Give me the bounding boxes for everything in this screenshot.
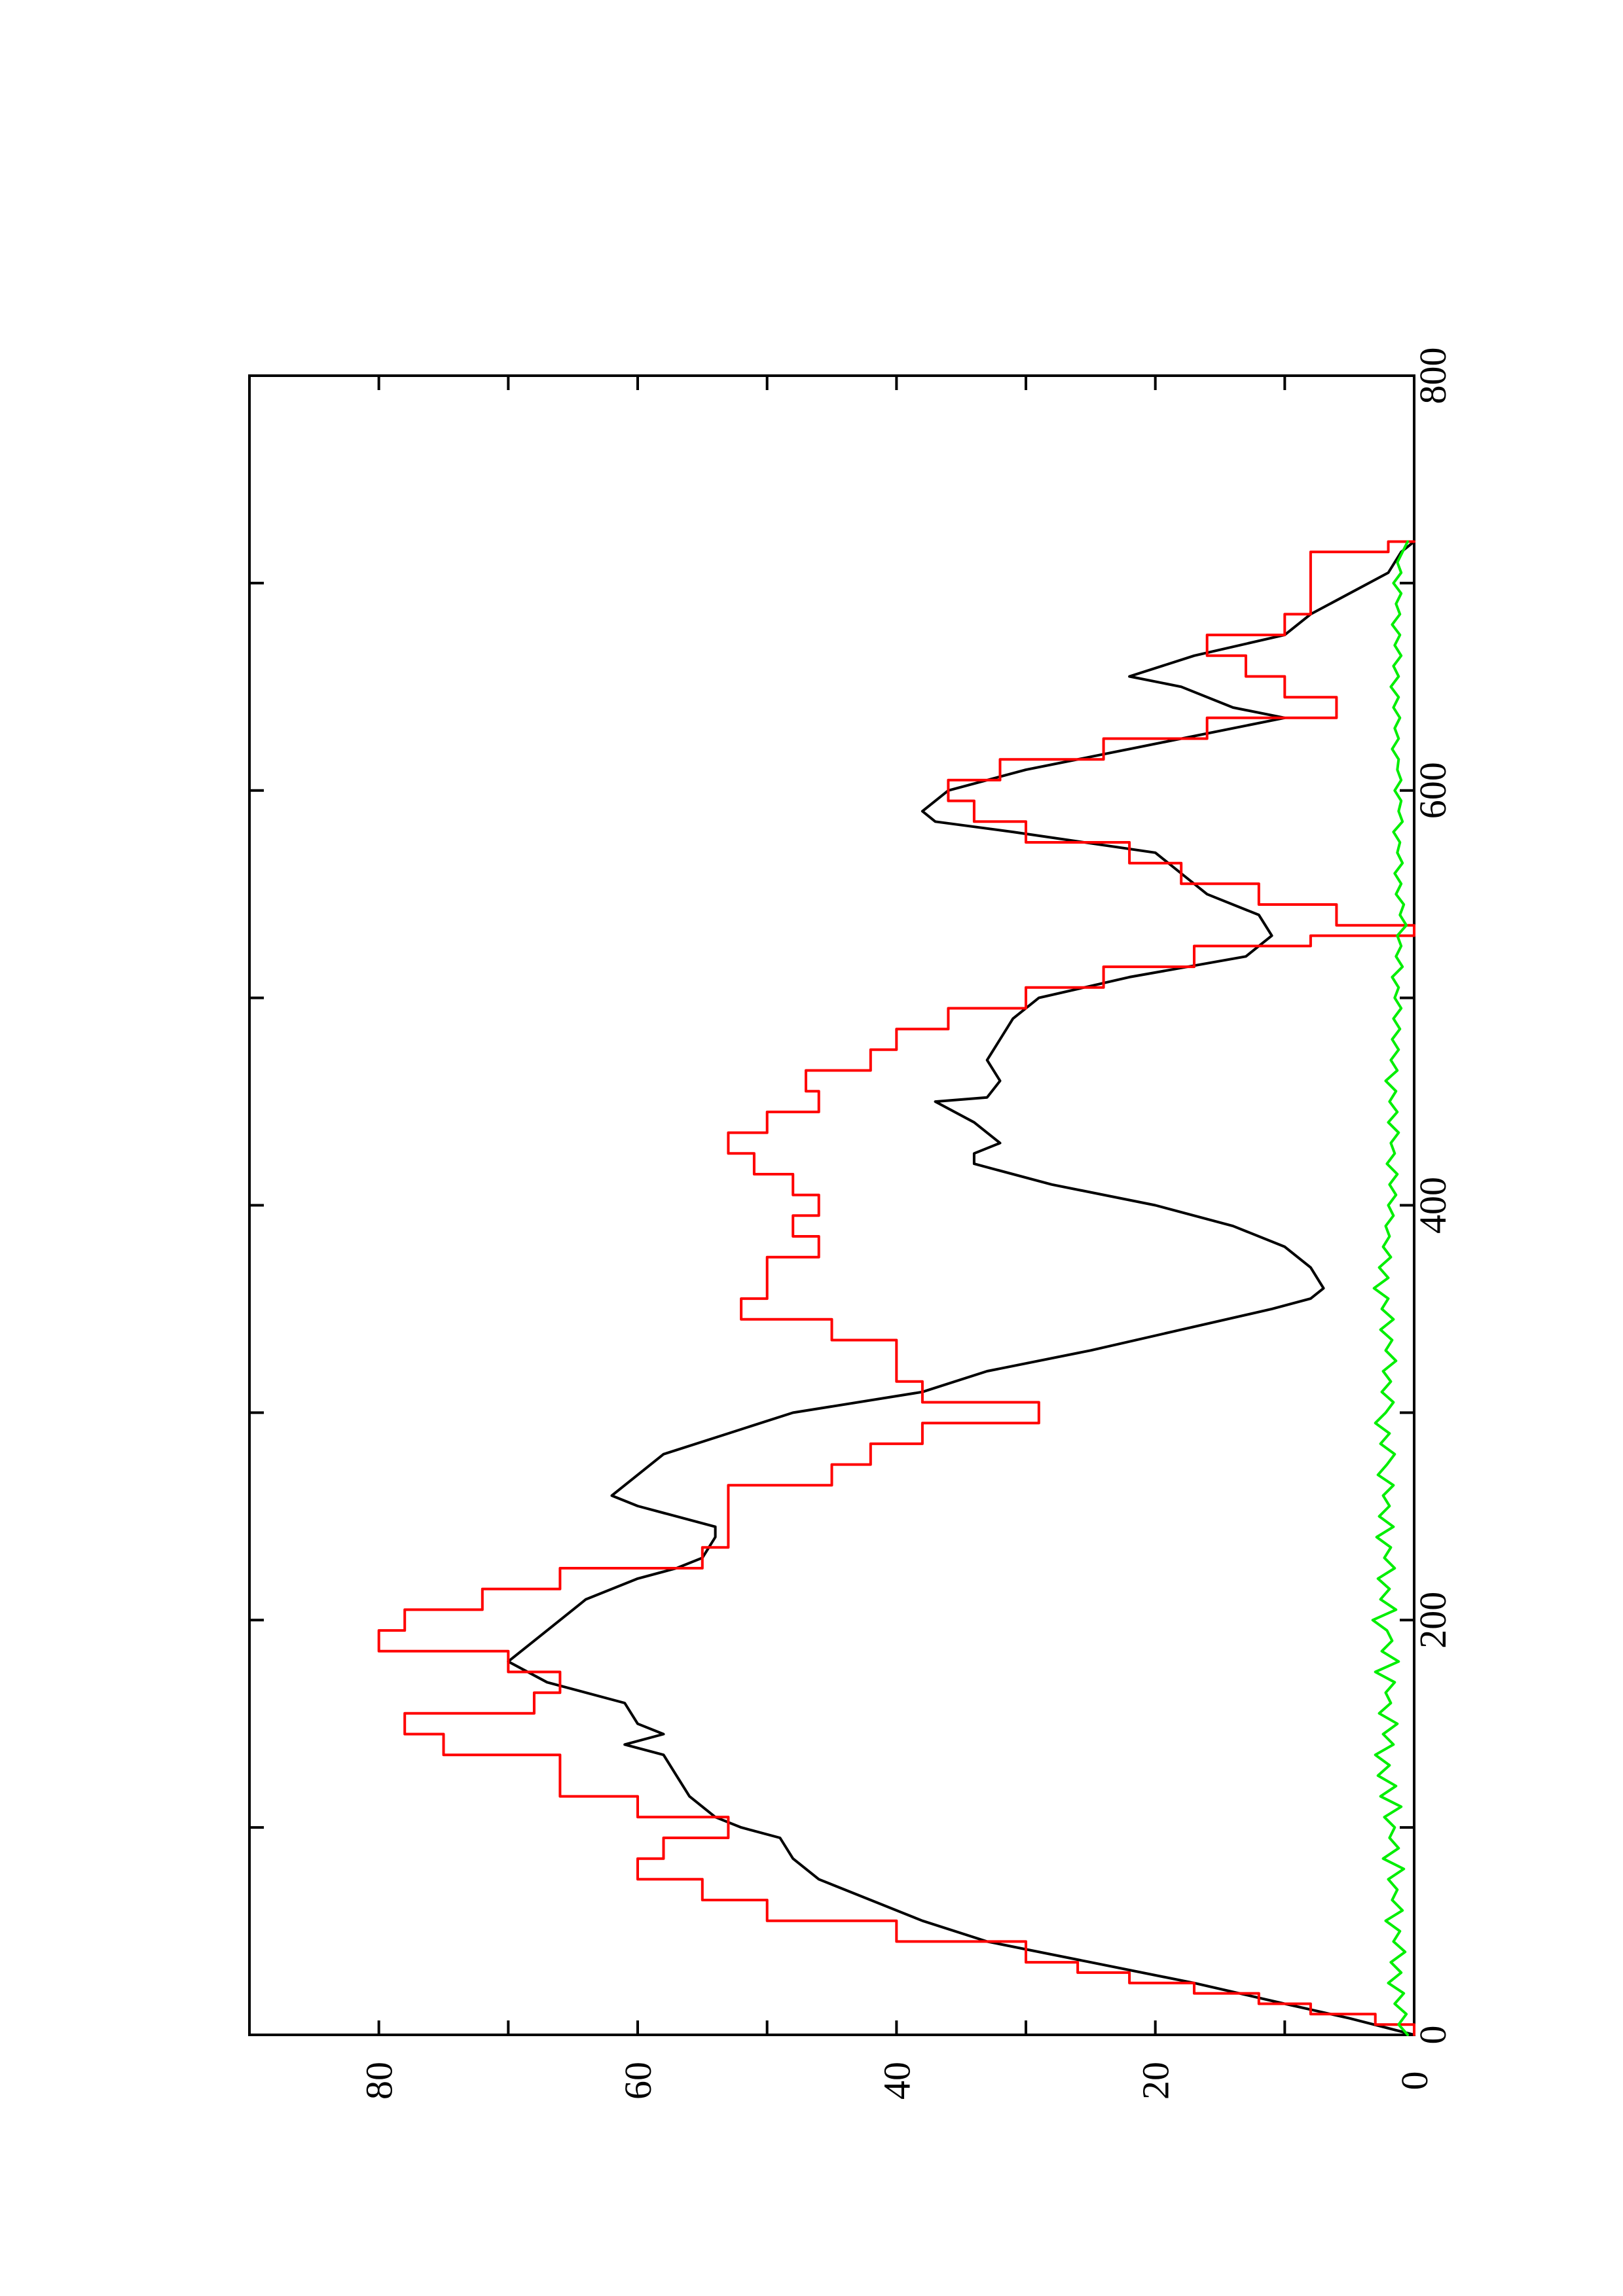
x-tick-label: 800 <box>1412 348 1454 404</box>
series-line-1 <box>507 540 1415 2036</box>
x-tick-label: 600 <box>1412 762 1454 819</box>
series-line-2 <box>377 540 1415 2036</box>
series-layer <box>377 540 1415 2036</box>
x-tick-label: 400 <box>1412 1177 1454 1234</box>
x-tick-label: 0 <box>1412 2026 1454 2045</box>
y-tick-label: 20 <box>1135 2062 1177 2100</box>
tick-labels: 0 200 400 600 800 0 20 40 60 80 <box>358 348 1454 2100</box>
y-tick-label: 0 <box>1393 2072 1436 2090</box>
y-tick-label: 40 <box>875 2062 918 2100</box>
y-tick-label: 60 <box>617 2062 659 2100</box>
x-tick-label: 200 <box>1412 1592 1454 1649</box>
series-line-3 <box>1371 540 1410 2036</box>
y-tick-label: 80 <box>358 2062 401 2100</box>
axis-ticks <box>249 374 1415 2036</box>
